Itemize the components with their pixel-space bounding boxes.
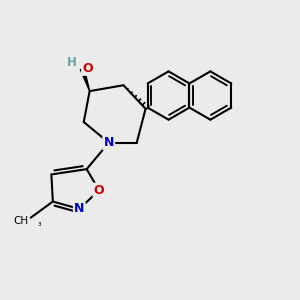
Text: O: O [82, 61, 93, 75]
Text: N: N [74, 202, 85, 215]
Text: N: N [103, 136, 114, 149]
Text: H: H [67, 56, 77, 69]
Text: O: O [94, 184, 104, 197]
Text: ₃: ₃ [37, 219, 41, 228]
Polygon shape [80, 68, 90, 91]
Text: CH: CH [13, 216, 28, 226]
